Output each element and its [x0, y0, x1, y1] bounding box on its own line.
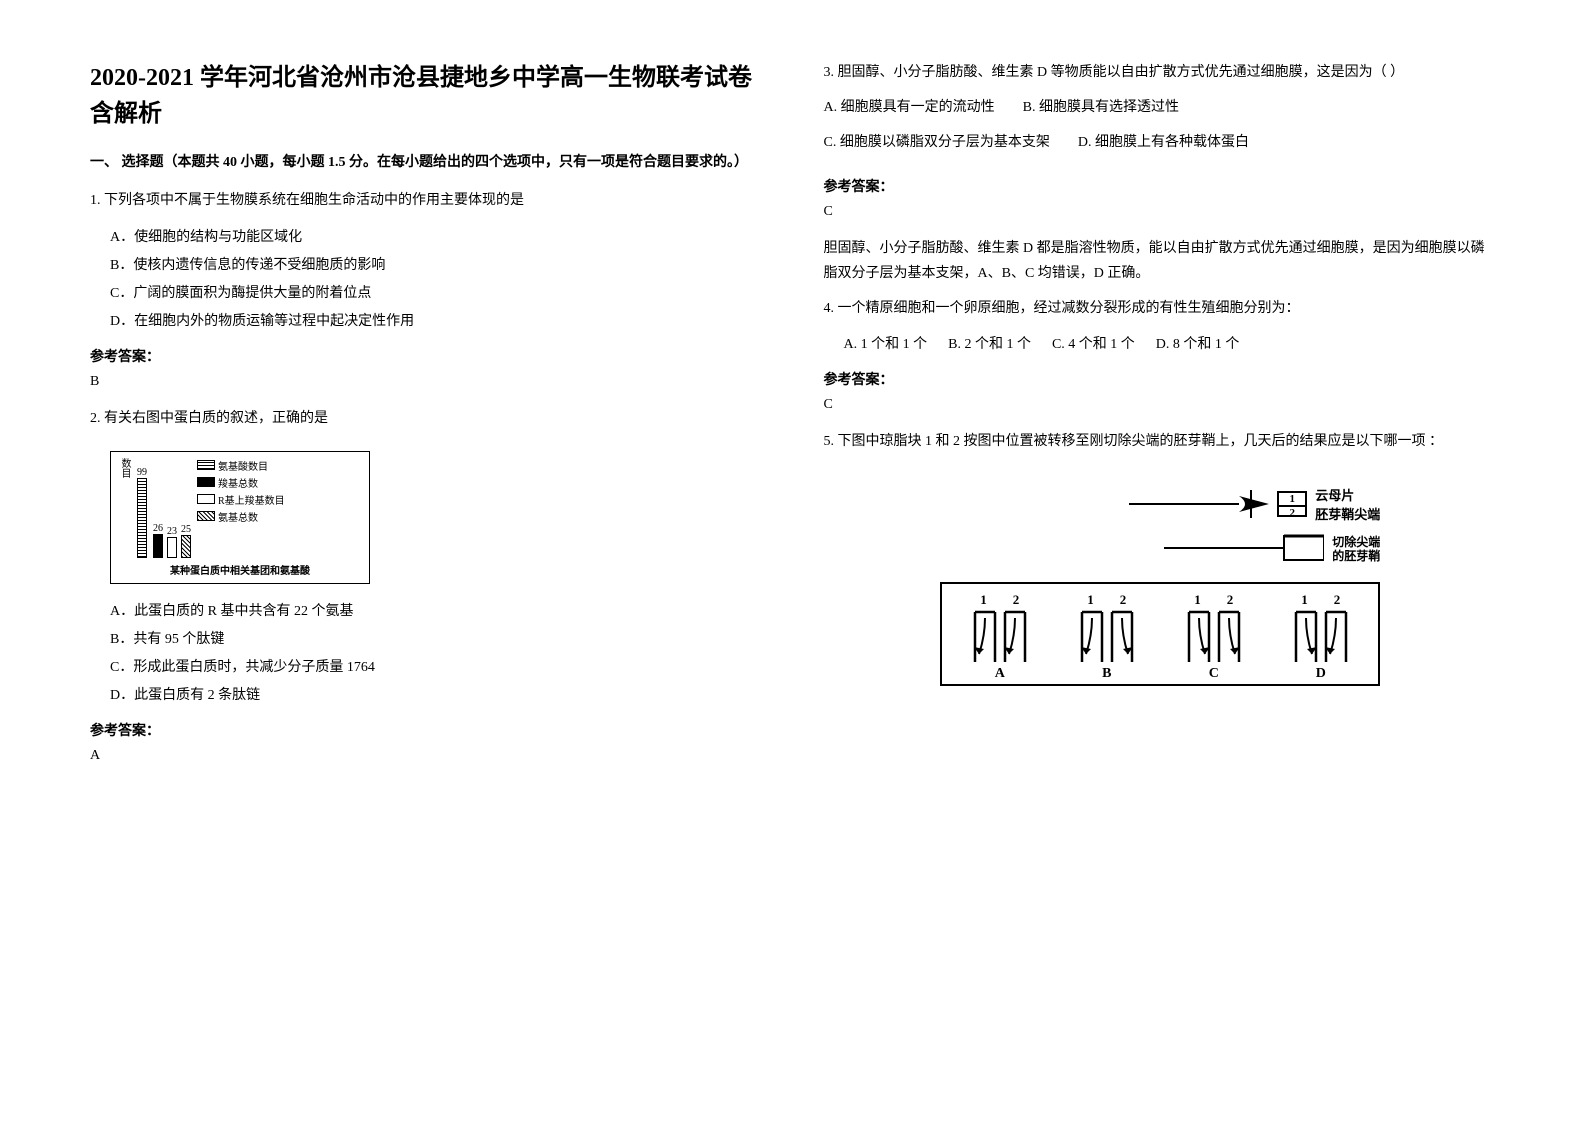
legend-swatch-3 [197, 494, 215, 504]
result-c-2: 2 [1227, 592, 1234, 608]
mica-2: 2 [1279, 507, 1305, 519]
result-a-letter: A [995, 666, 1005, 682]
legend-swatch-2 [197, 477, 215, 487]
chart-legend: 氨基酸数目 羧基总数 R基上羧基数目 氨基总数 [197, 458, 285, 558]
tip-label: 胚芽鞘尖端 [1315, 504, 1380, 523]
q3-answer: C [824, 204, 1498, 220]
results-row: 1 2 A 1 2 [940, 582, 1380, 686]
result-d-letter: D [1316, 666, 1326, 682]
mica-label: 云母片 [1315, 485, 1380, 504]
mica-box: 1 2 [1277, 491, 1307, 517]
result-c: 1 2 C [1160, 592, 1267, 682]
chart-y-label: 数目 [117, 458, 132, 478]
legend-swatch-4 [197, 511, 215, 521]
q3-options-row2: C. 细胞膜以磷脂双分子层为基本支架 D. 细胞膜上有各种载体蛋白 [824, 130, 1498, 155]
coleoptile-cut-svg [1164, 530, 1324, 566]
result-a: 1 2 A [946, 592, 1053, 682]
q3-option-d: D. 细胞膜上有各种载体蛋白 [1078, 135, 1249, 150]
result-b-1: 1 [1087, 592, 1094, 608]
result-d-2: 2 [1334, 592, 1341, 608]
result-b-letter: B [1102, 666, 1111, 682]
cut-label: 切除尖端 的胚芽鞘 [1332, 535, 1380, 564]
result-c-1: 1 [1194, 592, 1201, 608]
result-d-svg [1286, 610, 1356, 664]
bar-25 [181, 535, 191, 558]
legend-2: 羧基总数 [218, 475, 258, 490]
q2-answer-label: 参考答案： [90, 720, 764, 740]
result-b: 1 2 B [1053, 592, 1160, 682]
mica-1: 1 [1279, 493, 1305, 507]
result-c-letter: C [1209, 666, 1219, 682]
section-header: 一、 选择题（本题共 40 小题，每小题 1.5 分。在每小题给出的四个选项中，… [90, 152, 764, 174]
diagram-top-labels: 云母片 胚芽鞘尖端 [1315, 485, 1380, 523]
bar-23 [167, 537, 177, 558]
chart-bars: 数目 99 26 23 25 [117, 458, 191, 558]
diagram-top-row: 1 2 云母片 胚芽鞘尖端 [940, 484, 1380, 524]
q4-answer: C [824, 397, 1498, 413]
q1-option-d: D．在细胞内外的物质运输等过程中起决定性作用 [110, 308, 764, 336]
q2-answer: A [90, 748, 764, 764]
q1-option-a: A．使细胞的结构与功能区域化 [110, 224, 764, 252]
result-c-svg [1179, 610, 1249, 664]
legend-3: R基上羧基数目 [218, 492, 285, 507]
q3-option-a: A. 细胞膜具有一定的流动性 [824, 100, 995, 115]
q2-option-d: D．此蛋白质有 2 条肽链 [110, 682, 764, 710]
coleoptile-tip-svg [1129, 484, 1269, 524]
bar-26-label: 26 [153, 523, 163, 534]
legend-4: 氨基总数 [218, 509, 258, 524]
chart-caption: 某种蛋白质中相关基团和氨基酸 [117, 562, 363, 577]
legend-1: 氨基酸数目 [218, 458, 268, 473]
q3-options-row1: A. 细胞膜具有一定的流动性 B. 细胞膜具有选择透过性 [824, 95, 1498, 120]
q1-answer: B [90, 374, 764, 390]
q2-option-a: A．此蛋白质的 R 基中共含有 22 个氨基 [110, 598, 764, 626]
q2-stem: 2. 有关右图中蛋白质的叙述，正确的是 [90, 406, 764, 431]
result-a-1: 1 [980, 592, 987, 608]
q4-stem: 4. 一个精原细胞和一个卵原细胞，经过减数分裂形成的有性生殖细胞分别为： [824, 296, 1498, 321]
left-column: 2020-2021 学年河北省沧州市沧县捷地乡中学高一生物联考试卷含解析 一、 … [90, 60, 764, 1062]
result-a-2: 2 [1013, 592, 1020, 608]
bar-26 [153, 534, 163, 558]
bar-23-label: 23 [167, 526, 177, 537]
q5-stem: 5. 下图中琼脂块 1 和 2 按图中位置被转移至刚切除尖端的胚芽鞘上，几天后的… [824, 429, 1498, 454]
coleoptile-diagram: 1 2 云母片 胚芽鞘尖端 切除尖端 的胚芽鞘 12 [940, 484, 1380, 686]
q4-answer-label: 参考答案： [824, 369, 1498, 389]
q3-explanation: 胆固醇、小分子脂肪酸、维生素 D 都是脂溶性物质，能以自由扩散方式优先通过细胞膜… [824, 236, 1498, 286]
protein-chart: 数目 99 26 23 25 氨基酸数目 [110, 451, 370, 584]
q2-option-b: B．共有 95 个肽键 [110, 626, 764, 654]
q1-option-c: C．广阔的膜面积为酶提供大量的附着位点 [110, 280, 764, 308]
bar-99 [137, 478, 147, 558]
exam-title: 2020-2021 学年河北省沧州市沧县捷地乡中学高一生物联考试卷含解析 [90, 60, 764, 132]
q3-option-c: C. 细胞膜以磷脂双分子层为基本支架 [824, 135, 1050, 150]
q3-stem: 3. 胆固醇、小分子脂肪酸、维生素 D 等物质能以自由扩散方式优先通过细胞膜，这… [824, 60, 1498, 85]
result-d: 1 2 D [1267, 592, 1374, 682]
q3-option-b: B. 细胞膜具有选择透过性 [1023, 100, 1179, 115]
right-column: 3. 胆固醇、小分子脂肪酸、维生素 D 等物质能以自由扩散方式优先通过细胞膜，这… [824, 60, 1498, 1062]
q1-answer-label: 参考答案： [90, 346, 764, 366]
result-b-svg [1072, 610, 1142, 664]
q4-options: A. 1 个和 1 个 B. 2 个和 1 个 C. 4 个和 1 个 D. 8… [844, 331, 1498, 359]
q2-option-c: C．形成此蛋白质时，共减少分子质量 1764 [110, 654, 764, 682]
bar-99-label: 99 [137, 467, 147, 478]
q3-answer-label: 参考答案： [824, 176, 1498, 196]
legend-swatch-1 [197, 460, 215, 470]
result-b-2: 2 [1120, 592, 1127, 608]
bar-25-label: 25 [181, 524, 191, 535]
q1-stem: 1. 下列各项中不属于生物膜系统在细胞生命活动中的作用主要体现的是 [90, 188, 764, 213]
q1-option-b: B．使核内遗传信息的传递不受细胞质的影响 [110, 252, 764, 280]
result-a-svg [965, 610, 1035, 664]
result-d-1: 1 [1301, 592, 1308, 608]
